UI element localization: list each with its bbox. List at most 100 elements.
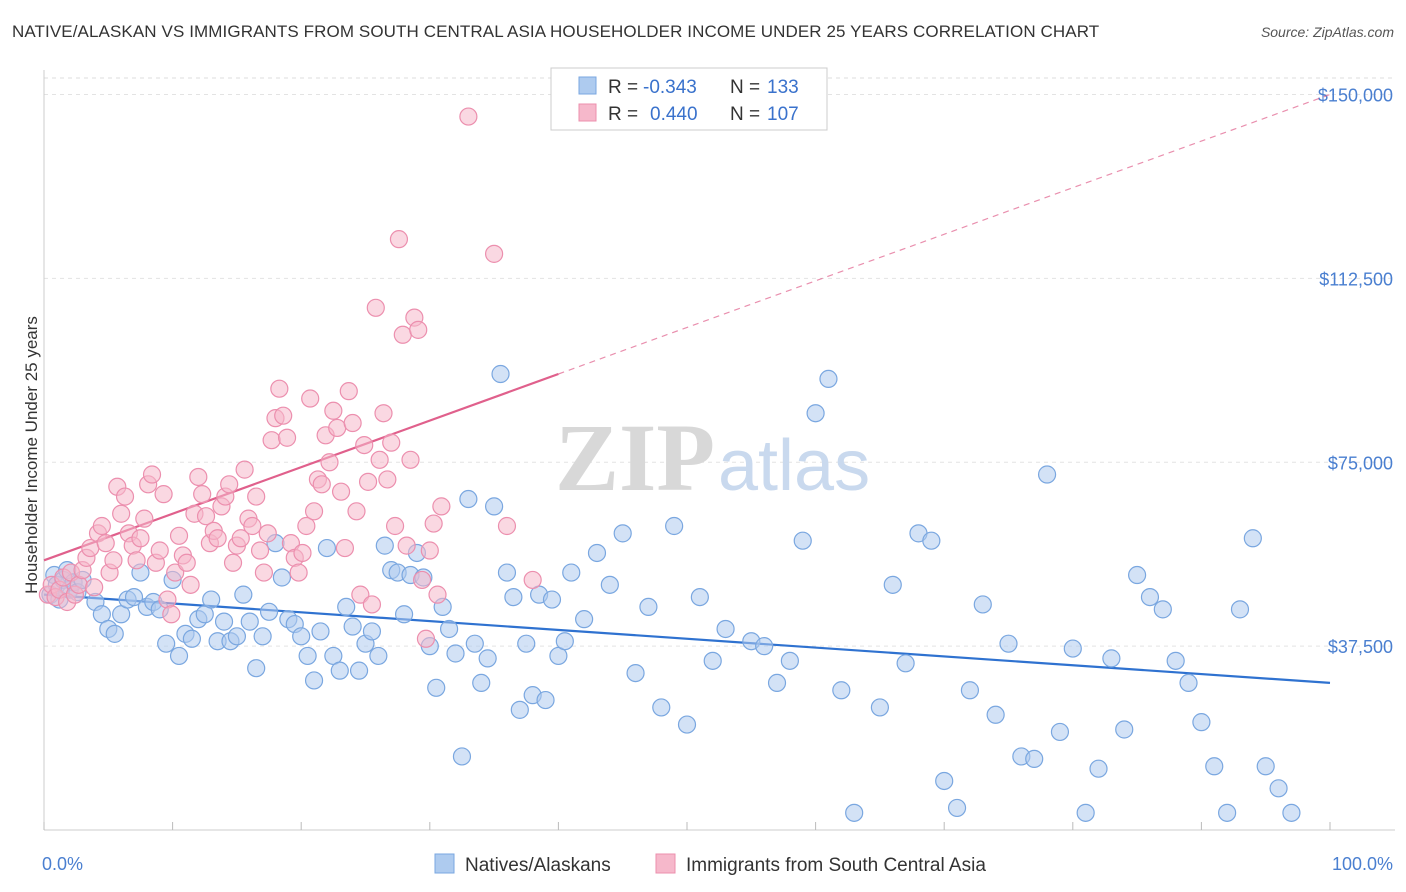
point-immigrants — [135, 509, 154, 528]
point-natives — [947, 798, 967, 818]
point-natives — [304, 671, 324, 690]
point-immigrants — [335, 538, 355, 558]
point-natives — [311, 622, 330, 641]
point-natives — [716, 619, 735, 639]
point-immigrants — [231, 529, 250, 548]
y-tick-label: $37,500 — [1328, 637, 1393, 657]
point-natives — [587, 543, 607, 563]
point-natives — [1025, 749, 1044, 769]
point-natives — [1140, 587, 1160, 607]
y-tick-label: $75,000 — [1328, 453, 1393, 473]
point-natives — [1153, 600, 1172, 619]
point-natives — [883, 575, 902, 594]
point-natives — [317, 538, 337, 558]
point-natives — [1166, 651, 1185, 670]
legend-n-value-immigrants: 107 — [767, 104, 799, 125]
point-immigrants — [409, 320, 428, 339]
series-natives-alaskans — [41, 364, 1301, 822]
axis-ticks: $37,500 $75,000 $112,500 $150,000 0.0% 100.0% — [42, 86, 1393, 874]
point-immigrants — [331, 482, 351, 501]
point-natives — [1192, 713, 1211, 732]
point-natives — [986, 705, 1005, 724]
point-immigrants — [370, 450, 389, 469]
point-natives — [973, 595, 992, 614]
point-natives — [1230, 600, 1250, 619]
point-natives — [1243, 529, 1262, 548]
legend-r-value-immigrants: 0.440 — [650, 104, 698, 125]
point-natives — [793, 531, 812, 550]
point-natives — [343, 617, 362, 636]
point-immigrants — [235, 460, 254, 479]
point-natives — [1115, 720, 1134, 739]
point-natives — [298, 646, 317, 666]
point-immigrants — [189, 467, 208, 487]
bottom-legend-label-natives: Natives/Alaskans — [465, 855, 611, 876]
point-natives — [478, 649, 497, 668]
point-immigrants — [301, 389, 320, 408]
bottom-legend-swatch-natives — [434, 853, 455, 874]
point-natives — [536, 690, 555, 710]
point-immigrants — [127, 551, 146, 570]
point-immigrants — [324, 401, 343, 420]
point-natives — [1205, 757, 1224, 776]
point-natives — [1269, 779, 1288, 798]
point-natives — [169, 646, 189, 666]
legend-n-label-immigrants: N = — [730, 104, 760, 125]
point-immigrants — [293, 543, 312, 563]
watermark-zip: ZIP — [555, 404, 715, 511]
point-natives — [1050, 722, 1070, 742]
point-natives — [330, 661, 349, 680]
point-natives — [259, 602, 279, 621]
point-natives — [1037, 465, 1057, 484]
point-natives — [613, 524, 632, 543]
point-natives — [819, 369, 838, 389]
legend-r-value-natives: -0.343 — [643, 77, 697, 98]
point-natives — [1127, 565, 1147, 585]
point-natives — [485, 497, 504, 516]
point-immigrants — [243, 516, 262, 536]
point-natives — [472, 673, 491, 693]
point-immigrants — [358, 472, 378, 491]
point-immigrants — [497, 516, 517, 536]
point-immigrants — [92, 516, 111, 536]
point-immigrants — [104, 551, 123, 570]
point-natives — [465, 634, 484, 653]
point-natives — [755, 637, 774, 656]
point-immigrants — [142, 465, 162, 484]
point-natives — [555, 632, 574, 651]
point-immigrants — [374, 404, 393, 423]
point-immigrants — [385, 516, 405, 536]
point-immigrants — [485, 244, 504, 263]
point-natives — [1256, 757, 1275, 776]
point-natives — [767, 673, 787, 693]
point-natives — [1179, 673, 1198, 693]
point-natives — [124, 587, 144, 607]
point-immigrants — [258, 524, 277, 543]
point-natives — [452, 747, 472, 766]
point-natives — [1282, 803, 1301, 822]
point-immigrants — [193, 485, 212, 504]
point-immigrants — [262, 431, 281, 450]
x-tick-label-min: 0.0% — [42, 854, 83, 874]
point-immigrants — [355, 435, 374, 455]
point-natives — [510, 700, 529, 719]
series-legend: Natives/Alaskans Immigrants from South C… — [434, 853, 986, 876]
point-natives — [459, 489, 478, 509]
watermark-atlas: atlas — [718, 426, 870, 506]
point-immigrants — [320, 453, 339, 472]
point-natives — [182, 629, 201, 648]
point-natives — [639, 597, 658, 617]
point-natives — [542, 590, 562, 609]
trend-line-extension — [558, 93, 1331, 375]
legend-box — [550, 67, 828, 131]
point-immigrants — [220, 475, 239, 494]
point-natives — [105, 624, 124, 643]
legend-r-label-natives: R = — [608, 77, 638, 98]
point-immigrants — [196, 507, 216, 526]
point-immigrants — [177, 553, 196, 572]
point-natives — [845, 803, 864, 822]
point-immigrants — [328, 418, 347, 438]
point-natives — [369, 646, 388, 666]
source-credit: Source: ZipAtlas.com — [1260, 24, 1394, 40]
point-immigrants — [401, 450, 420, 469]
